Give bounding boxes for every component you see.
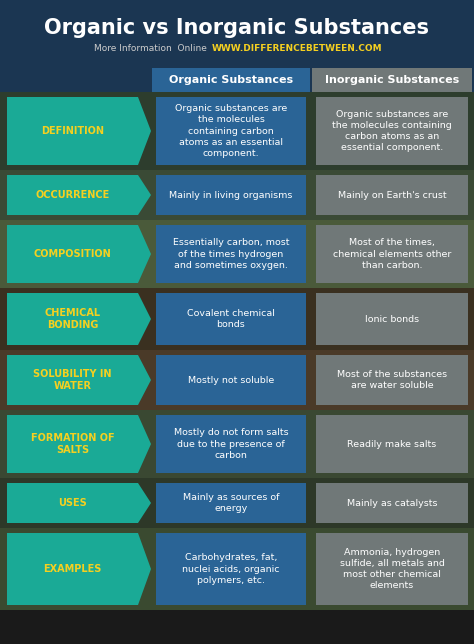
FancyBboxPatch shape xyxy=(312,68,472,92)
Text: Organic Substances: Organic Substances xyxy=(169,75,293,85)
Text: Carbohydrates, fat,
nuclei acids, organic
polymers, etc.: Carbohydrates, fat, nuclei acids, organi… xyxy=(182,553,280,585)
Text: Mostly do not form salts
due to the presence of
carbon: Mostly do not form salts due to the pres… xyxy=(173,428,288,460)
FancyBboxPatch shape xyxy=(0,92,474,170)
Text: SOLUBILITY IN
WATER: SOLUBILITY IN WATER xyxy=(33,369,112,391)
FancyBboxPatch shape xyxy=(7,97,138,165)
FancyBboxPatch shape xyxy=(316,175,468,215)
Text: Ammonia, hydrogen
sulfide, all metals and
most other chemical
elements: Ammonia, hydrogen sulfide, all metals an… xyxy=(339,548,445,590)
Text: Mainly on Earth's crust: Mainly on Earth's crust xyxy=(337,191,447,200)
FancyBboxPatch shape xyxy=(7,225,138,283)
Polygon shape xyxy=(138,483,151,523)
FancyBboxPatch shape xyxy=(316,533,468,605)
Text: Mainly as sources of
energy: Mainly as sources of energy xyxy=(183,493,279,513)
FancyBboxPatch shape xyxy=(156,293,306,345)
FancyBboxPatch shape xyxy=(0,528,474,610)
Text: Readily make salts: Readily make salts xyxy=(347,439,437,448)
Text: Organic vs Inorganic Substances: Organic vs Inorganic Substances xyxy=(45,18,429,38)
FancyBboxPatch shape xyxy=(7,415,138,473)
Text: Mainly in living organisms: Mainly in living organisms xyxy=(169,191,292,200)
Text: Mostly not soluble: Mostly not soluble xyxy=(188,375,274,384)
Polygon shape xyxy=(138,225,151,283)
Polygon shape xyxy=(138,415,151,473)
FancyBboxPatch shape xyxy=(156,533,306,605)
Text: CHEMICAL
BONDING: CHEMICAL BONDING xyxy=(45,308,100,330)
Text: Organic substances are
the molecules
containing carbon
atoms as an essential
com: Organic substances are the molecules con… xyxy=(175,104,287,158)
FancyBboxPatch shape xyxy=(7,175,138,215)
FancyBboxPatch shape xyxy=(0,350,474,410)
Text: FORMATION OF
SALTS: FORMATION OF SALTS xyxy=(31,433,114,455)
FancyBboxPatch shape xyxy=(0,410,474,478)
Polygon shape xyxy=(138,355,151,405)
Text: Most of the times,
chemical elements other
than carbon.: Most of the times, chemical elements oth… xyxy=(333,238,451,270)
FancyBboxPatch shape xyxy=(156,355,306,405)
Text: Organic substances are
the molecules containing
carbon atoms as an
essential com: Organic substances are the molecules con… xyxy=(332,110,452,152)
FancyBboxPatch shape xyxy=(0,220,474,288)
FancyBboxPatch shape xyxy=(156,97,306,165)
Polygon shape xyxy=(138,293,151,345)
FancyBboxPatch shape xyxy=(316,483,468,523)
Polygon shape xyxy=(138,175,151,215)
Text: Covalent chemical
bonds: Covalent chemical bonds xyxy=(187,309,275,329)
Text: More Information  Online: More Information Online xyxy=(94,44,207,53)
FancyBboxPatch shape xyxy=(156,225,306,283)
FancyBboxPatch shape xyxy=(316,415,468,473)
FancyBboxPatch shape xyxy=(7,293,138,345)
FancyBboxPatch shape xyxy=(7,533,138,605)
Text: DEFINITION: DEFINITION xyxy=(41,126,104,136)
Text: EXAMPLES: EXAMPLES xyxy=(43,564,102,574)
FancyBboxPatch shape xyxy=(152,68,310,92)
Text: Most of the substances
are water soluble: Most of the substances are water soluble xyxy=(337,370,447,390)
FancyBboxPatch shape xyxy=(0,170,474,220)
Text: USES: USES xyxy=(58,498,87,508)
FancyBboxPatch shape xyxy=(316,97,468,165)
Text: Essentially carbon, most
of the times hydrogen
and sometimes oxygen.: Essentially carbon, most of the times hy… xyxy=(173,238,289,270)
FancyBboxPatch shape xyxy=(316,225,468,283)
Text: Ionic bonds: Ionic bonds xyxy=(365,314,419,323)
FancyBboxPatch shape xyxy=(316,355,468,405)
FancyBboxPatch shape xyxy=(7,483,138,523)
Text: OCCURRENCE: OCCURRENCE xyxy=(36,190,109,200)
Text: Mainly as catalysts: Mainly as catalysts xyxy=(347,498,437,507)
FancyBboxPatch shape xyxy=(156,175,306,215)
Polygon shape xyxy=(138,97,151,165)
FancyBboxPatch shape xyxy=(7,355,138,405)
Polygon shape xyxy=(138,533,151,605)
FancyBboxPatch shape xyxy=(0,288,474,350)
Text: WWW.DIFFERENCEBETWEEN.COM: WWW.DIFFERENCEBETWEEN.COM xyxy=(212,44,383,53)
FancyBboxPatch shape xyxy=(0,478,474,528)
Text: Inorganic Substances: Inorganic Substances xyxy=(325,75,459,85)
FancyBboxPatch shape xyxy=(156,415,306,473)
FancyBboxPatch shape xyxy=(0,0,474,92)
Text: COMPOSITION: COMPOSITION xyxy=(34,249,111,259)
FancyBboxPatch shape xyxy=(156,483,306,523)
FancyBboxPatch shape xyxy=(316,293,468,345)
